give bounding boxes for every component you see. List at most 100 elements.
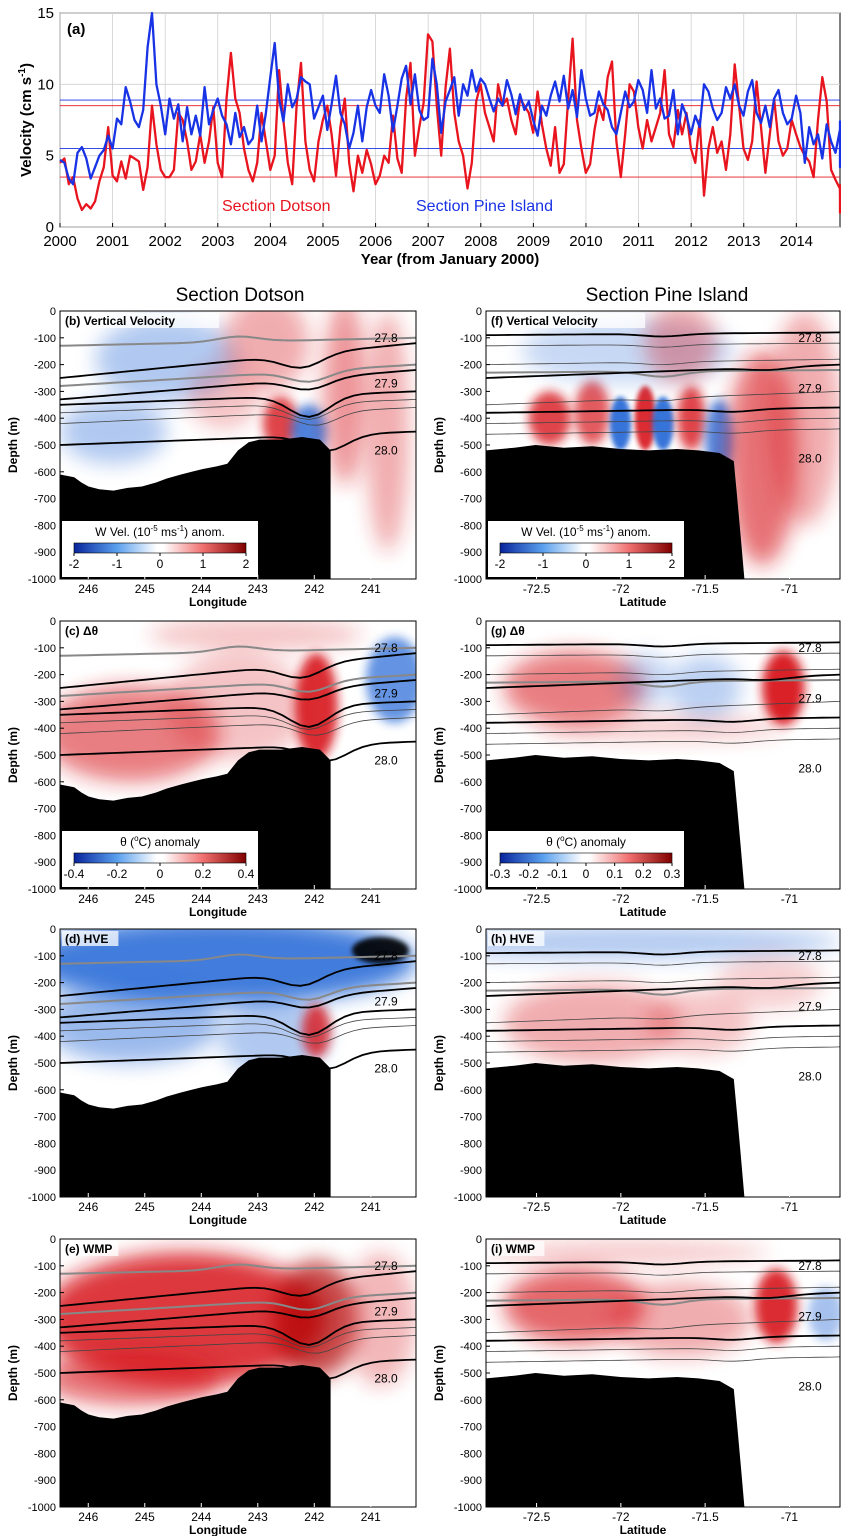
panel-d: (d) HVE 27.8 27.9 28.0 0 -100 -200 -300 -400 -500… (6, 924, 417, 1227)
tick-label-depth: -800 (34, 830, 56, 842)
isopycnal-line (486, 668, 840, 676)
tick-label-depth: -900 (34, 857, 56, 869)
tick-label-depth: -400 (34, 413, 56, 425)
isopycnal-line (60, 1263, 416, 1275)
density-label-27-9: 27.9 (374, 1304, 398, 1318)
panel-a-xlabel: Year (from January 2000) (361, 251, 539, 268)
panel-a-ticks: 2000 2001 2002 2003 2004 2005 2006 2007 2008 2009… (37, 5, 813, 250)
tick-label-depth: -300 (34, 386, 56, 398)
tick-label-depth: -400 (460, 1031, 482, 1043)
tick-label-depth: -100 (34, 951, 56, 963)
anomaly-patch (645, 311, 717, 384)
panel-f-xlabel: Latitude (620, 595, 667, 609)
isopycnal-line (60, 717, 416, 736)
panel-b-ylabel: Depth (m) (6, 417, 20, 473)
ylabel-main: Velocity (cm s (18, 77, 35, 177)
anomaly-patch (503, 1268, 646, 1344)
isopycnal-line (486, 391, 840, 406)
panel-h-title: (h) HVE (491, 932, 534, 946)
tick-label-depth: -700 (460, 1112, 482, 1124)
colorbar-tick-label: 1 (200, 557, 207, 571)
tick-label-depth: -100 (34, 1261, 56, 1273)
colorbar-tick-label: -0.3 (490, 867, 511, 881)
density-label-27-8: 27.8 (798, 1259, 822, 1273)
tick-label-depth: -100 (34, 643, 56, 655)
column-title-dotson: Section Dotson (176, 285, 305, 306)
density-label-27-8: 27.8 (374, 1259, 398, 1273)
isopycnal-line (60, 1335, 416, 1354)
panel-g: (g) Δθ 27.8 27.9 28.0 0 -100 -200 -300 -400 -500 -… (432, 616, 841, 919)
tick-label-depth: -500 (460, 1058, 482, 1070)
tick-label-depth: -600 (34, 1395, 56, 1407)
ylabel-exp: -1 (17, 68, 28, 77)
anomaly-patch (808, 1287, 840, 1341)
panel-e-xlabel: Longitude (189, 1523, 247, 1536)
isopycnal-line (60, 1008, 416, 1036)
tick-label-depth: -200 (460, 670, 482, 682)
colorbar-tick-label: 0 (583, 867, 590, 881)
anomaly-patch (528, 391, 571, 446)
tick-label-x-246: 246 (78, 1200, 98, 1214)
panel-f-title: (f) Vertical Velocity (491, 314, 598, 328)
isopycnal-line (486, 960, 840, 966)
density-label-28-0: 28.0 (798, 451, 822, 465)
tick-label-depth: -600 (460, 467, 482, 479)
tick-label-depth: -900 (460, 547, 482, 559)
tick-label-x--71.5: -71.5 (691, 892, 719, 906)
anomaly-patch (609, 396, 632, 451)
anomaly-patch (670, 655, 741, 721)
panel-e: (e) WMP 27.8 27.9 28.0 0 -100 -200 -300 -400 -500… (6, 1234, 417, 1536)
tick-label-x-241: 241 (361, 1510, 381, 1524)
title-backdrop (488, 313, 646, 328)
tick-label-depth: -400 (460, 1341, 482, 1353)
isopycnal-line (60, 1270, 416, 1307)
tick-label-depth: -300 (460, 696, 482, 708)
colorbar-tick-label: -0.1 (547, 867, 568, 881)
density-label-28-0: 28.0 (798, 1069, 822, 1083)
tick-label-depth: -900 (460, 1475, 482, 1487)
colorbar-tick-label: 0.2 (635, 867, 652, 881)
tick-label-depth: -800 (34, 1448, 56, 1460)
tick-label-depth: -100 (460, 1261, 482, 1273)
panel-i: (i) WMP 27.8 27.9 28.0 0 -100 -200 -300 -400 -500… (432, 1234, 841, 1536)
colorbar-label-part: θ ( (120, 835, 134, 849)
tick-label-x-243: 243 (248, 892, 268, 906)
density-label-28-0: 28.0 (798, 1379, 822, 1393)
colorbar-tick-label: 0.3 (664, 867, 681, 881)
colorbar-label-part: C) anomaly (565, 835, 626, 849)
tick-label-x--71: -71 (781, 1200, 799, 1214)
tick-label-x-2012: 2012 (674, 233, 707, 250)
colorbar-tick-label: 0 (157, 557, 164, 571)
tick-label-depth: -1000 (28, 1192, 56, 1204)
tick-label-depth: -700 (34, 494, 56, 506)
colorbar-label-part: o (560, 834, 565, 843)
panel-c-ylabel: Depth (m) (6, 727, 20, 783)
tick-label-depth: -700 (34, 1422, 56, 1434)
panel-g-ylabel: Depth (m) (432, 727, 446, 783)
isopycnal-line (486, 369, 840, 378)
colorbar-tick-label: 0.1 (606, 867, 623, 881)
colorbar-tick-label: 2 (243, 557, 250, 571)
tick-label-depth: -600 (460, 1395, 482, 1407)
tick-label-x-2003: 2003 (201, 233, 234, 250)
tick-label-x--72: -72 (612, 1510, 630, 1524)
isopycnal-line (60, 709, 416, 730)
isopycnal-line (486, 1356, 840, 1363)
isopycnal-line (486, 1259, 840, 1266)
panel-d-xlabel: Longitude (189, 1213, 247, 1227)
isopycnal-line (60, 369, 416, 401)
series-line-dotson (59, 33, 841, 214)
tick-label-x-241: 241 (361, 1200, 381, 1214)
tick-label-depth: -500 (34, 1058, 56, 1070)
isopycnal-line (486, 417, 840, 424)
panel-h: (h) HVE 27.8 27.9 28.0 0 -100 -200 -300 -400 -500… (432, 924, 841, 1227)
isopycnal-line (486, 1270, 840, 1276)
panel-a: 2000 2001 2002 2003 2004 2005 2006 2007 2008 2009… (17, 5, 841, 268)
isopycnal-line (60, 673, 416, 697)
tick-label-depth: -600 (34, 777, 56, 789)
tick-label-depth: -200 (34, 1288, 56, 1300)
colorbar-label: W Vel. (10-5 ms-1) anom. (95, 524, 225, 539)
panel-a-series (59, 11, 841, 214)
title-backdrop (488, 1241, 545, 1256)
colorbar-label-part: ) anom. (184, 525, 225, 539)
